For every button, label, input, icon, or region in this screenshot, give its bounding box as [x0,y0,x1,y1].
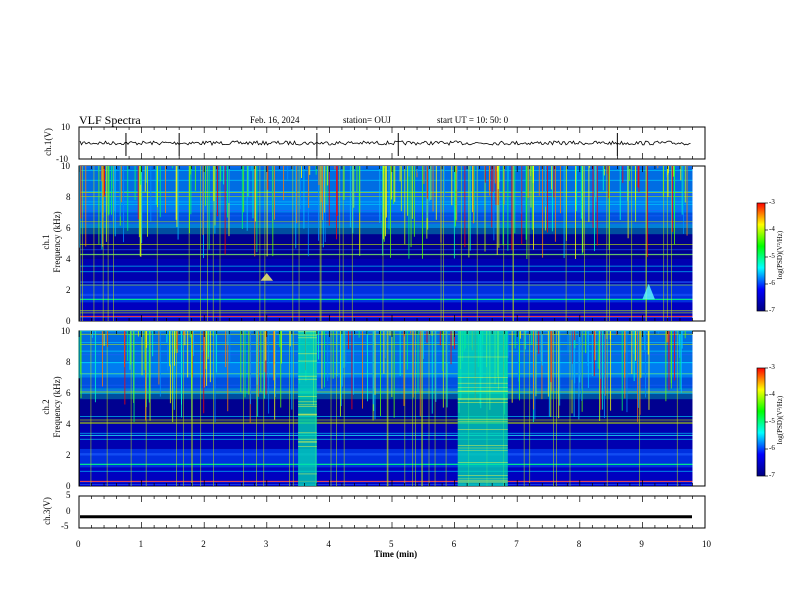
upper-emission [80,331,693,378]
spec2-ytick-4: 4 [66,419,71,429]
spectrogram-band [80,393,693,424]
spec1-ytick-0: 0 [66,316,71,326]
ch1-spectrogram [79,166,705,321]
chart-start-time: start UT = 10: 50: 0 [437,115,509,125]
x-axis-ticks [78,127,706,528]
ch1-waveform-trace [79,133,691,156]
spec2-ytick-8: 8 [66,357,71,367]
ch1-ytick-top: 10 [61,122,70,132]
x-axis-title: Time (min) [374,549,418,559]
chart-station: station= OUJ [343,115,391,125]
ch1-ytick-bottom: -10 [56,154,68,164]
x-tick-label: 2 [201,539,206,549]
ch2-spectrogram-ylabel: Frequency (kHz) [52,376,62,438]
ch1-trace-line [79,140,691,146]
x-tick-label: 5 [389,539,394,549]
colorbar-tick-label: -6 [769,279,775,287]
x-tick-label: 6 [451,539,457,549]
spec2-ytick-2: 2 [66,450,71,460]
ch2-spectrogram-ylabel-top: ch.2 [41,399,51,415]
colorbar-tick-label: -3 [769,363,775,371]
colorbar-tick-label: -5 [769,252,775,260]
x-tick-label: 1 [138,539,144,549]
ch3-ytick-top: 5 [66,490,71,500]
ch3-waveform-ylabel: ch.3(V) [42,497,52,525]
mid-emission [80,223,693,235]
ch3-ytick-mid: 0 [66,506,71,516]
spectrogram-band [80,467,693,486]
whistler-feature [260,272,274,281]
colorbar-tick-label: -7 [769,306,775,314]
colorbar-ch2-label: log(PSD)(V²/Hz) [776,395,784,445]
spec1-ytick-4: 4 [66,254,71,264]
colorbar-tick-label: -7 [769,471,775,479]
spec1-ytick-8: 8 [66,192,71,202]
colorbar-ch2 [756,367,766,477]
colorbar-tick-label: -6 [769,444,775,452]
colorbar-tick-label: -3 [769,198,775,206]
x-tick-label: 9 [639,539,644,549]
spec2-ytick-6: 6 [66,388,71,398]
spectrogram-blank [692,331,705,486]
colorbar-tick-label: -4 [769,390,775,398]
spectrogram-band [80,302,693,321]
x-tick-label: 4 [326,539,331,549]
spectrogram-band [80,424,693,449]
ch1-spectrogram-ylabel: Frequency (kHz) [52,211,62,273]
ch3-ytick-bottom: -5 [61,521,69,531]
spectrogram-blank [692,166,705,321]
colorbar-ch1-label: log(PSD)(V²/Hz) [776,230,784,280]
chart-title: VLF Spectra [79,113,141,127]
broadband-burst [298,331,317,486]
x-tick-label: 3 [263,539,269,549]
x-tick-label: 7 [514,539,519,549]
spec1-ytick-10: 10 [61,161,70,171]
chart-date: Feb. 16, 2024 [250,115,300,125]
colorbar-ch1 [756,202,766,312]
spectrogram-band [80,283,693,303]
broadband-burst [457,331,508,486]
ch1-spectrogram-ylabel-top: ch.1 [41,234,51,250]
colorbar-tick-label: -4 [769,225,775,233]
emission-feature [642,283,655,300]
x-tick-label: 10 [702,539,711,549]
colorbar-ticks [765,202,768,477]
spec1-ytick-6: 6 [66,223,71,233]
ch2-spectrogram [78,330,705,486]
spec2-ytick-10: 10 [61,326,70,336]
x-tick-label: 0 [76,539,81,549]
spec2-ytick-0: 0 [66,481,71,491]
ch1-waveform-ylabel: ch.1(V) [43,128,53,156]
colorbar-tick-label: -5 [769,417,775,425]
spec1-ytick-2: 2 [66,285,71,295]
x-tick-label: 8 [576,539,582,549]
